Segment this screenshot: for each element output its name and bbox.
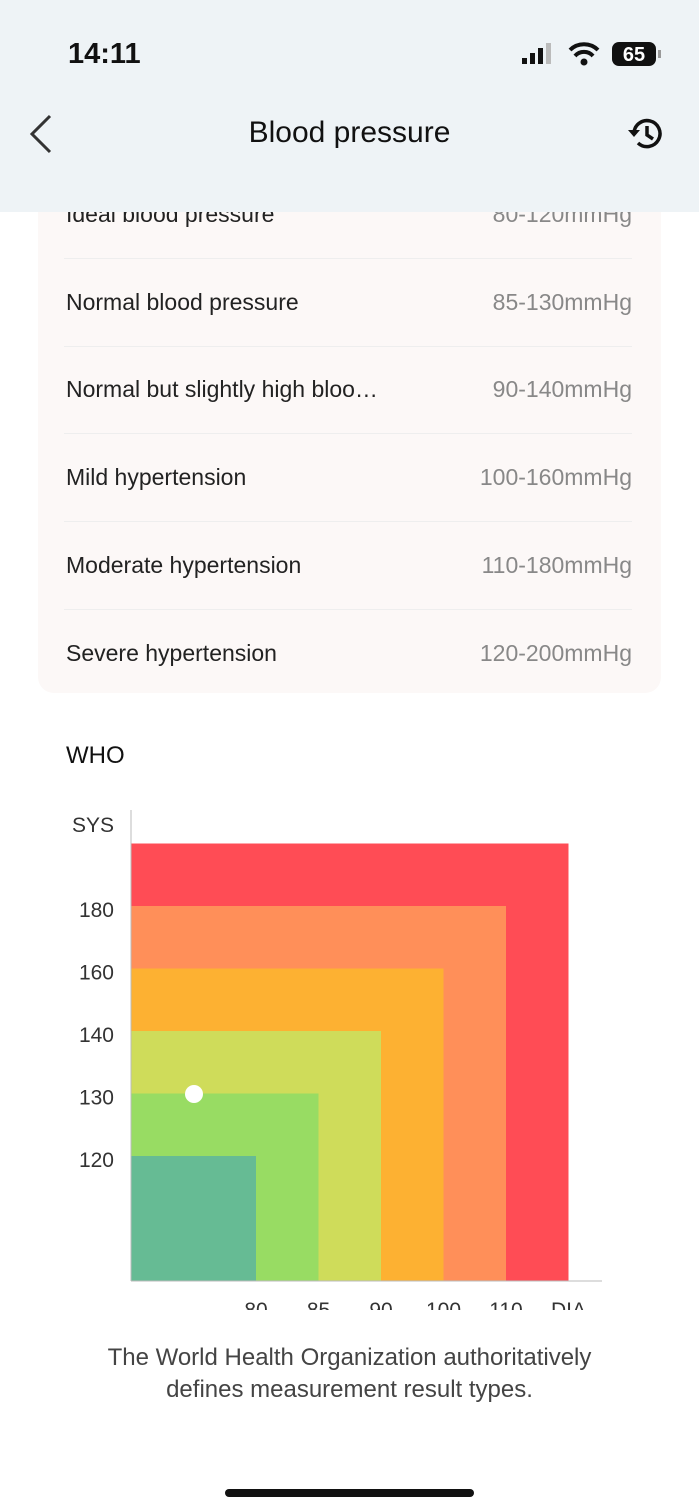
zone bbox=[131, 1156, 256, 1281]
home-indicator bbox=[225, 1489, 474, 1497]
header: 14:11 65 Blood pressure bbox=[0, 0, 699, 212]
range-name: Normal blood pressure bbox=[66, 288, 299, 315]
table-row: Normal blood pressure 85-130mmHg bbox=[64, 259, 632, 346]
range-value: 90-140mmHg bbox=[492, 376, 632, 403]
separator bbox=[64, 345, 632, 347]
range-name: Mild hypertension bbox=[66, 464, 247, 491]
separator bbox=[64, 521, 632, 523]
y-tick-label: 120 bbox=[79, 1149, 114, 1172]
table-row: Normal but slightly high bloo… 90-140mmHg bbox=[64, 346, 632, 433]
range-name: Severe hypertension bbox=[66, 639, 277, 666]
range-value: 85-130mmHg bbox=[492, 288, 632, 315]
x-tick-label: 85 bbox=[307, 1299, 330, 1310]
y-axis-label: SYS bbox=[72, 814, 114, 837]
status-icons: 65 bbox=[522, 42, 661, 66]
separator bbox=[64, 433, 632, 435]
y-tick-label: 130 bbox=[79, 1087, 114, 1110]
separator bbox=[64, 258, 632, 259]
separator bbox=[64, 608, 632, 610]
table-row: Moderate hypertension 110-180mmHg bbox=[64, 522, 632, 609]
y-tick-label: 140 bbox=[79, 1024, 114, 1047]
x-tick-label: 100 bbox=[426, 1299, 461, 1310]
table-row: Severe hypertension 120-200mmHg bbox=[64, 610, 632, 697]
caption-line: defines measurement result types. bbox=[166, 1376, 533, 1403]
measurement-dot bbox=[185, 1085, 203, 1103]
y-tick-label: 180 bbox=[79, 899, 114, 922]
range-table: Ideal blood pressure 80-120mmHg Normal blo… bbox=[38, 150, 661, 693]
who-title: WHO bbox=[66, 742, 125, 769]
caption: The World Health Organization authoritat… bbox=[0, 1342, 699, 1406]
range-value: 100-160mmHg bbox=[479, 464, 632, 491]
x-axis-label: DIA bbox=[551, 1299, 586, 1310]
x-tick-label: 90 bbox=[369, 1299, 392, 1310]
x-tick-label: 110 bbox=[489, 1299, 522, 1310]
range-value: 120-200mmHg bbox=[479, 639, 632, 666]
table-row: Mild hypertension 100-160mmHg bbox=[64, 434, 632, 521]
time: 14:11 bbox=[68, 38, 141, 70]
back-button[interactable] bbox=[26, 112, 56, 156]
x-tick-label: 80 bbox=[244, 1299, 267, 1310]
page-title: Blood pressure bbox=[248, 116, 451, 149]
history-button[interactable] bbox=[626, 114, 668, 154]
y-tick-label: 160 bbox=[79, 962, 114, 985]
range-value: 110-180mmHg bbox=[481, 551, 632, 578]
who-chart: 120 130 140 160 180 SYS 80 85 90 100 110 DIA bbox=[72, 810, 602, 1310]
range-name: Moderate hypertension bbox=[66, 551, 302, 578]
caption-line: The World Health Organization authoritat… bbox=[107, 1344, 592, 1371]
battery: 65 bbox=[623, 44, 645, 66]
range-name: Normal but slightly high bloo… bbox=[66, 376, 378, 403]
